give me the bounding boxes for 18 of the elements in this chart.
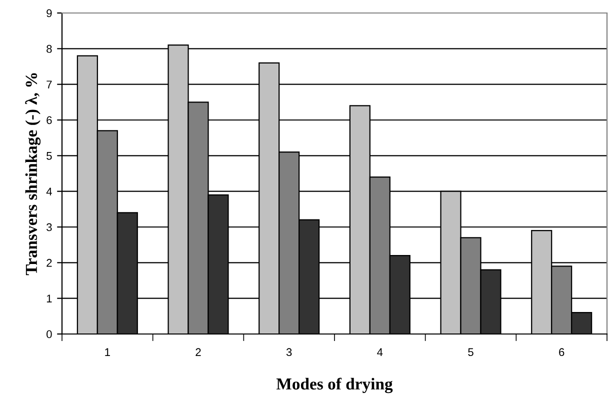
x-tick-label: 4 <box>377 348 383 356</box>
x-tick-label: 5 <box>468 348 474 356</box>
x-tick-label: 6 <box>559 348 564 356</box>
y-tick-label: 5 <box>46 152 52 160</box>
y-tick-label: 1 <box>46 294 52 302</box>
x-tick-label: 1 <box>105 348 110 356</box>
y-tick-label: 6 <box>46 116 52 124</box>
y-tick-label: 3 <box>46 223 52 232</box>
y-tick-label: 9 <box>46 9 52 18</box>
y-tick-label: 0 <box>46 330 52 338</box>
y-tick-label: 4 <box>46 188 52 196</box>
y-tick-label: 8 <box>46 44 52 53</box>
y-tick-label: 7 <box>46 80 52 88</box>
x-tick-label: 2 <box>196 348 201 356</box>
x-tick-label: 3 <box>286 348 292 356</box>
x-axis-title: Modes of drying <box>276 378 393 394</box>
y-tick-label: 2 <box>46 258 52 267</box>
y-axis-title: Transvers shrinkage (-) λ, % <box>25 73 41 276</box>
